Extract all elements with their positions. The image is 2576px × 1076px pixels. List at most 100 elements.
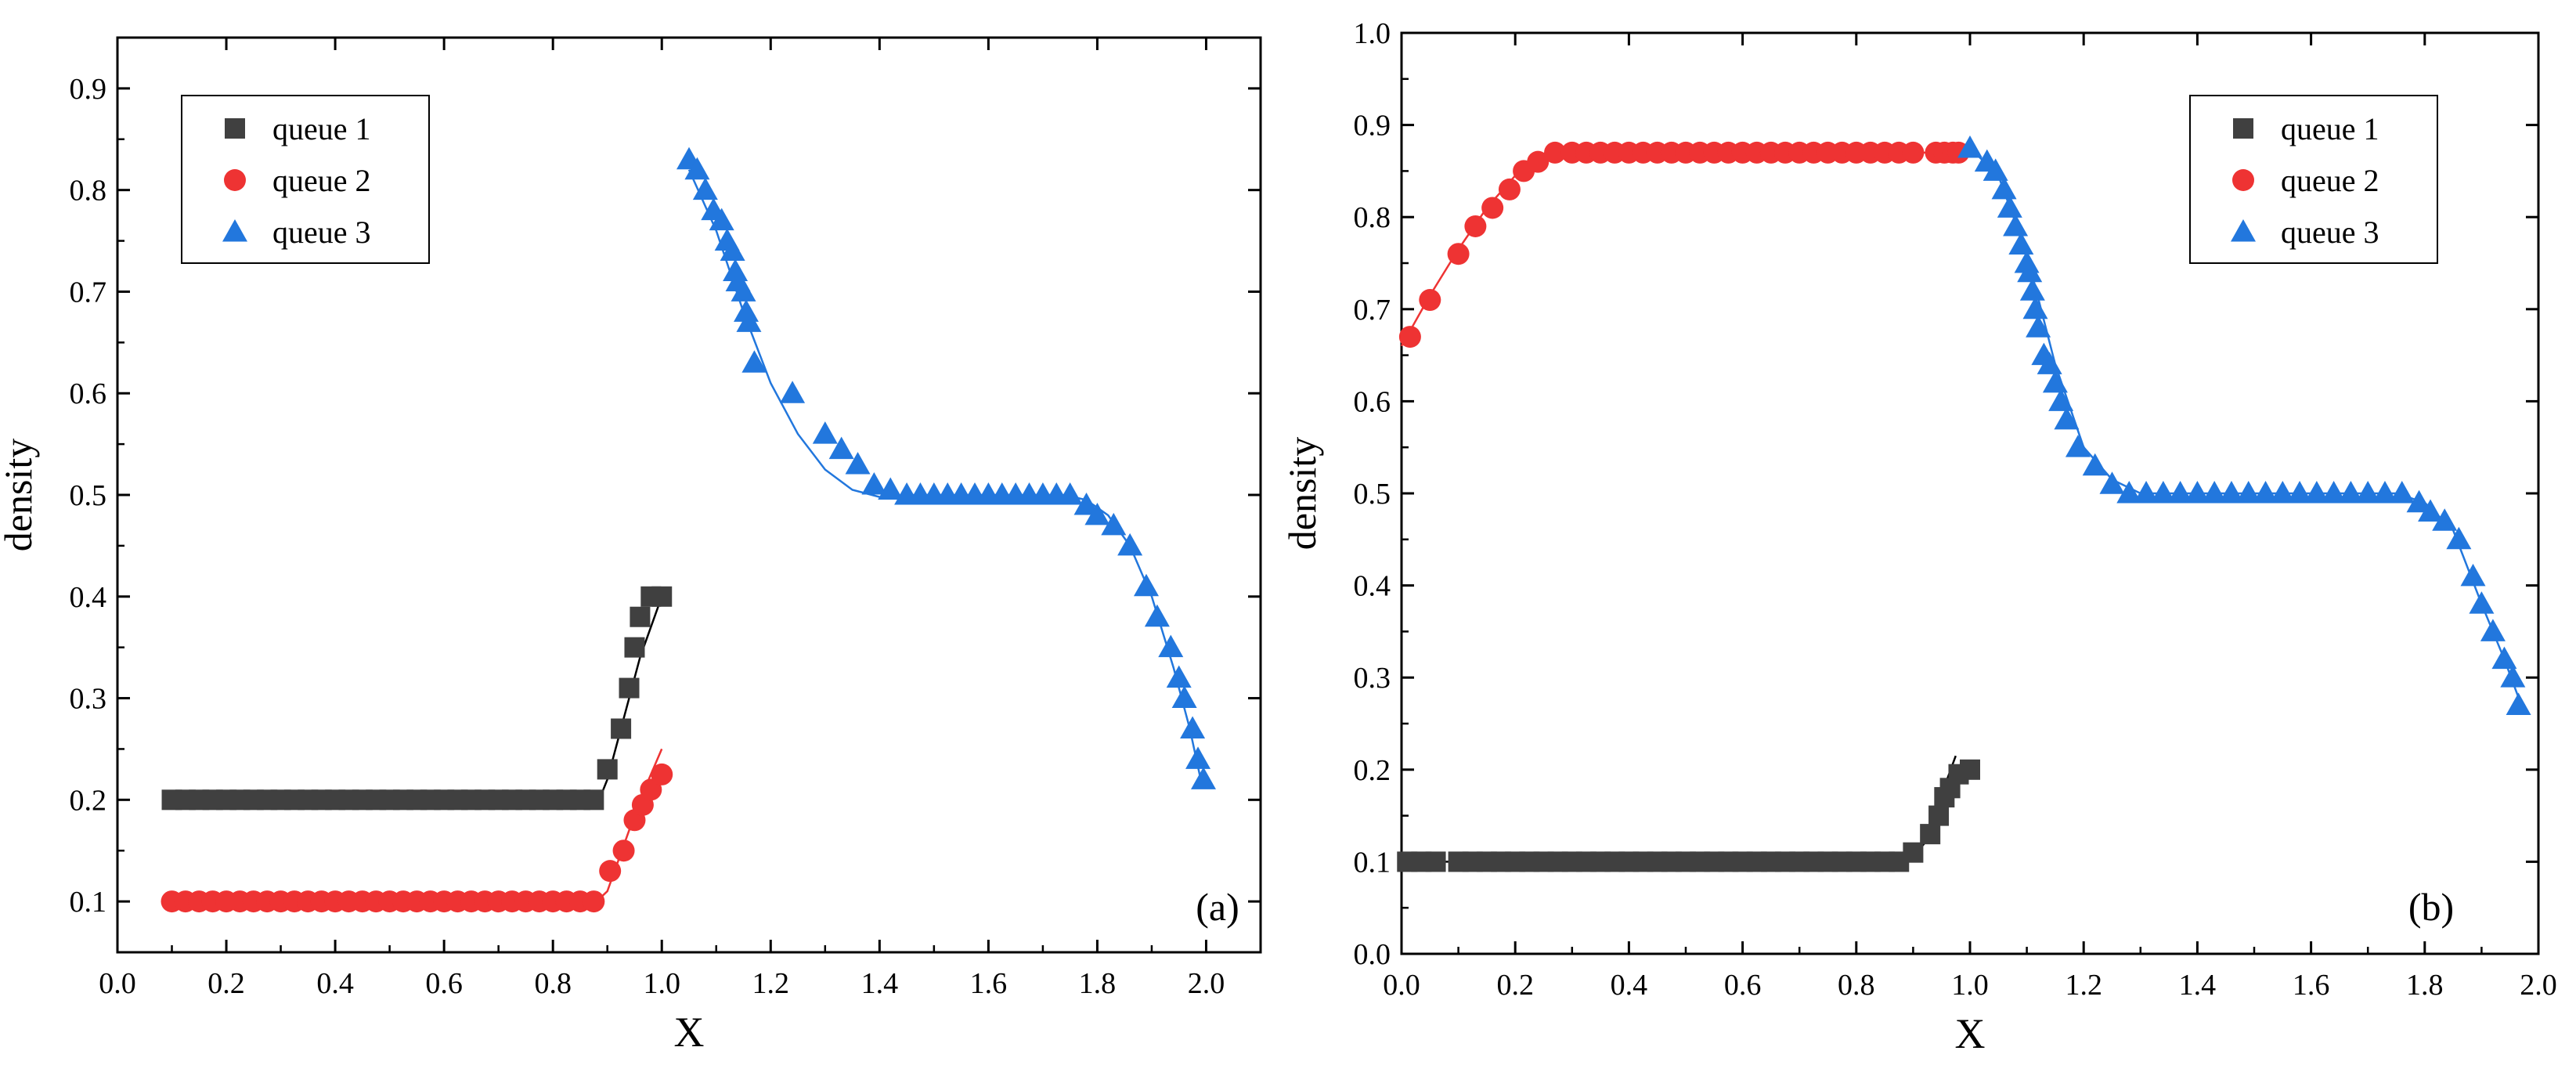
data-point-series-3 — [2026, 315, 2051, 338]
x-tick-label: 1.0 — [643, 967, 680, 1000]
y-tick-label: 0.5 — [70, 479, 107, 512]
data-point-series-3 — [1117, 533, 1143, 556]
y-axis-label: density — [0, 439, 40, 551]
data-point-series-2 — [1419, 289, 1441, 312]
data-point-series-2 — [1464, 215, 1487, 237]
data-point-series-3 — [1180, 716, 1206, 738]
series-3-points — [1957, 135, 2531, 715]
data-point-series-1 — [1425, 851, 1446, 872]
data-point-series-3 — [2003, 213, 2029, 237]
series-line-1 — [1407, 755, 1957, 863]
x-tick-label: 1.2 — [2065, 969, 2102, 1002]
data-point-series-1 — [1928, 805, 1950, 826]
data-point-series-1 — [611, 718, 632, 739]
data-point-series-3 — [2037, 352, 2062, 374]
data-point-series-3 — [1134, 573, 1159, 597]
y-tick-label: 0.4 — [70, 581, 107, 614]
series-line-2 — [1400, 151, 1964, 347]
series-1-points — [161, 586, 673, 811]
y-tick-label: 0.3 — [70, 683, 107, 716]
data-point-series-3 — [2185, 481, 2210, 504]
data-point-series-3 — [692, 177, 718, 200]
x-tick-label: 0.2 — [1496, 969, 1534, 1002]
data-point-series-3 — [878, 477, 904, 500]
series-line-2 — [171, 748, 663, 903]
data-point-series-3 — [1073, 492, 1099, 515]
data-point-series-1 — [630, 606, 651, 627]
data-point-series-2 — [599, 860, 622, 883]
y-tick-label: 0.6 — [70, 377, 107, 410]
x-tick-label: 0.6 — [1724, 969, 1762, 1002]
data-point-series-3 — [2134, 481, 2159, 504]
x-tick-label: 0.6 — [425, 967, 463, 1000]
x-tick-label: 1.2 — [752, 967, 790, 1000]
data-point-series-3 — [2116, 481, 2142, 504]
x-tick-label: 1.8 — [1079, 967, 1117, 1000]
legend-marker — [225, 118, 245, 139]
legend-marker — [222, 219, 247, 242]
series-2-points — [161, 763, 673, 913]
data-point-series-3 — [780, 381, 806, 403]
legend-label: queue 2 — [272, 163, 371, 198]
data-point-series-2 — [1544, 141, 1567, 164]
x-tick-label: 2.0 — [2520, 969, 2557, 1002]
legend-label: queue 1 — [272, 111, 371, 146]
legend-box — [2189, 95, 2438, 264]
data-point-series-3 — [2042, 370, 2068, 393]
legend-marker — [2232, 169, 2254, 191]
x-tick-label: 0.0 — [1383, 969, 1420, 1002]
data-point-series-3 — [2406, 489, 2432, 513]
data-point-series-3 — [1957, 135, 1983, 158]
data-point-series-3 — [2218, 481, 2244, 504]
x-tick-label: 0.2 — [207, 967, 245, 1000]
x-tick-label: 0.8 — [1838, 969, 1875, 1002]
data-point-series-1 — [1920, 824, 1941, 845]
series-line-3 — [687, 169, 1202, 780]
data-point-series-3 — [2389, 481, 2415, 504]
data-point-series-2 — [1527, 150, 1550, 173]
x-axis-label: X — [1955, 1010, 1986, 1057]
panel-a: 0.0 0.2 0.4 0.6 0.8 1.0 1.2 1.4 1.6 1.8 2.0 0.1 0.2 0… — [0, 36, 1262, 1056]
data-point-series-3 — [2418, 499, 2444, 522]
y-tick-label: 0.1 — [70, 886, 107, 919]
data-point-series-3 — [2054, 406, 2080, 430]
series-line-1 — [171, 596, 663, 801]
data-point-series-3 — [2287, 481, 2313, 504]
data-point-series-3 — [1185, 746, 1211, 769]
data-point-series-2 — [1398, 326, 1421, 348]
y-tick-label: 0.9 — [1354, 110, 1391, 143]
data-point-series-1 — [597, 759, 618, 780]
panel-b: 0.0 0.2 0.4 0.6 0.8 1.0 1.2 1.4 1.6 1.8 2.0 0.0 0.1 0… — [1280, 17, 2557, 1057]
legend-label: queue 1 — [2281, 111, 2379, 146]
x-tick-label: 0.0 — [99, 967, 136, 1000]
data-point-series-3 — [741, 350, 767, 373]
data-point-series-1 — [1903, 842, 1924, 863]
data-point-series-3 — [1171, 685, 1197, 709]
x-tick-label: 0.4 — [1611, 969, 1648, 1002]
legend: queue 1 queue 2 queue 3 — [2189, 95, 2438, 264]
data-point-series-3 — [2460, 563, 2486, 587]
y-tick-label: 0.8 — [1354, 201, 1391, 234]
data-point-series-3 — [1057, 482, 1083, 505]
data-point-series-3 — [2432, 508, 2458, 531]
data-point-series-3 — [2202, 481, 2228, 504]
data-point-series-2 — [651, 763, 673, 785]
data-point-series-2 — [1447, 243, 1470, 265]
data-point-series-3 — [2304, 481, 2329, 504]
y-tick-label: 0.1 — [1354, 846, 1391, 879]
data-point-series-3 — [2235, 481, 2261, 504]
data-point-series-3 — [2019, 278, 2045, 301]
y-tick-label: 0.7 — [70, 276, 107, 309]
data-point-series-3 — [2008, 232, 2034, 255]
data-point-series-3 — [709, 208, 734, 231]
data-point-series-3 — [2500, 665, 2526, 688]
data-point-series-3 — [736, 309, 762, 332]
series-1-points — [1397, 759, 1980, 872]
data-point-series-3 — [2253, 481, 2278, 504]
data-point-series-3 — [1101, 512, 1127, 536]
data-point-series-3 — [2321, 481, 2347, 504]
y-tick-label: 0.2 — [1354, 754, 1391, 787]
x-tick-label: 1.0 — [1951, 969, 1989, 1002]
data-point-series-3 — [1084, 502, 1110, 525]
